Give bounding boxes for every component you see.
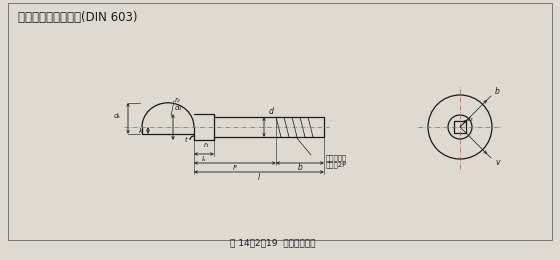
Text: b: b (297, 164, 302, 172)
Text: r₁: r₁ (204, 142, 209, 148)
Text: lₛ: lₛ (202, 156, 206, 162)
Text: 螺纹值2P: 螺纹值2P (326, 162, 347, 168)
Text: v: v (495, 158, 500, 167)
Text: k: k (139, 127, 143, 133)
Text: 十九、盘头方颈螺栓(DIN 603): 十九、盘头方颈螺栓(DIN 603) (18, 11, 138, 24)
Text: dₖ: dₖ (114, 113, 121, 119)
Text: d: d (269, 107, 274, 115)
Text: lᵍ: lᵍ (232, 165, 237, 171)
Text: r₂: r₂ (175, 97, 181, 103)
Text: r₃: r₃ (468, 116, 474, 122)
Text: 最大不完整: 最大不完整 (326, 155, 347, 161)
Text: d₁: d₁ (175, 105, 182, 111)
Text: b: b (495, 87, 500, 96)
Text: 图 14－2－19  盘头方颈螺栓: 图 14－2－19 盘头方颈螺栓 (230, 238, 315, 247)
Text: l: l (258, 172, 260, 181)
Text: t: t (185, 137, 188, 143)
